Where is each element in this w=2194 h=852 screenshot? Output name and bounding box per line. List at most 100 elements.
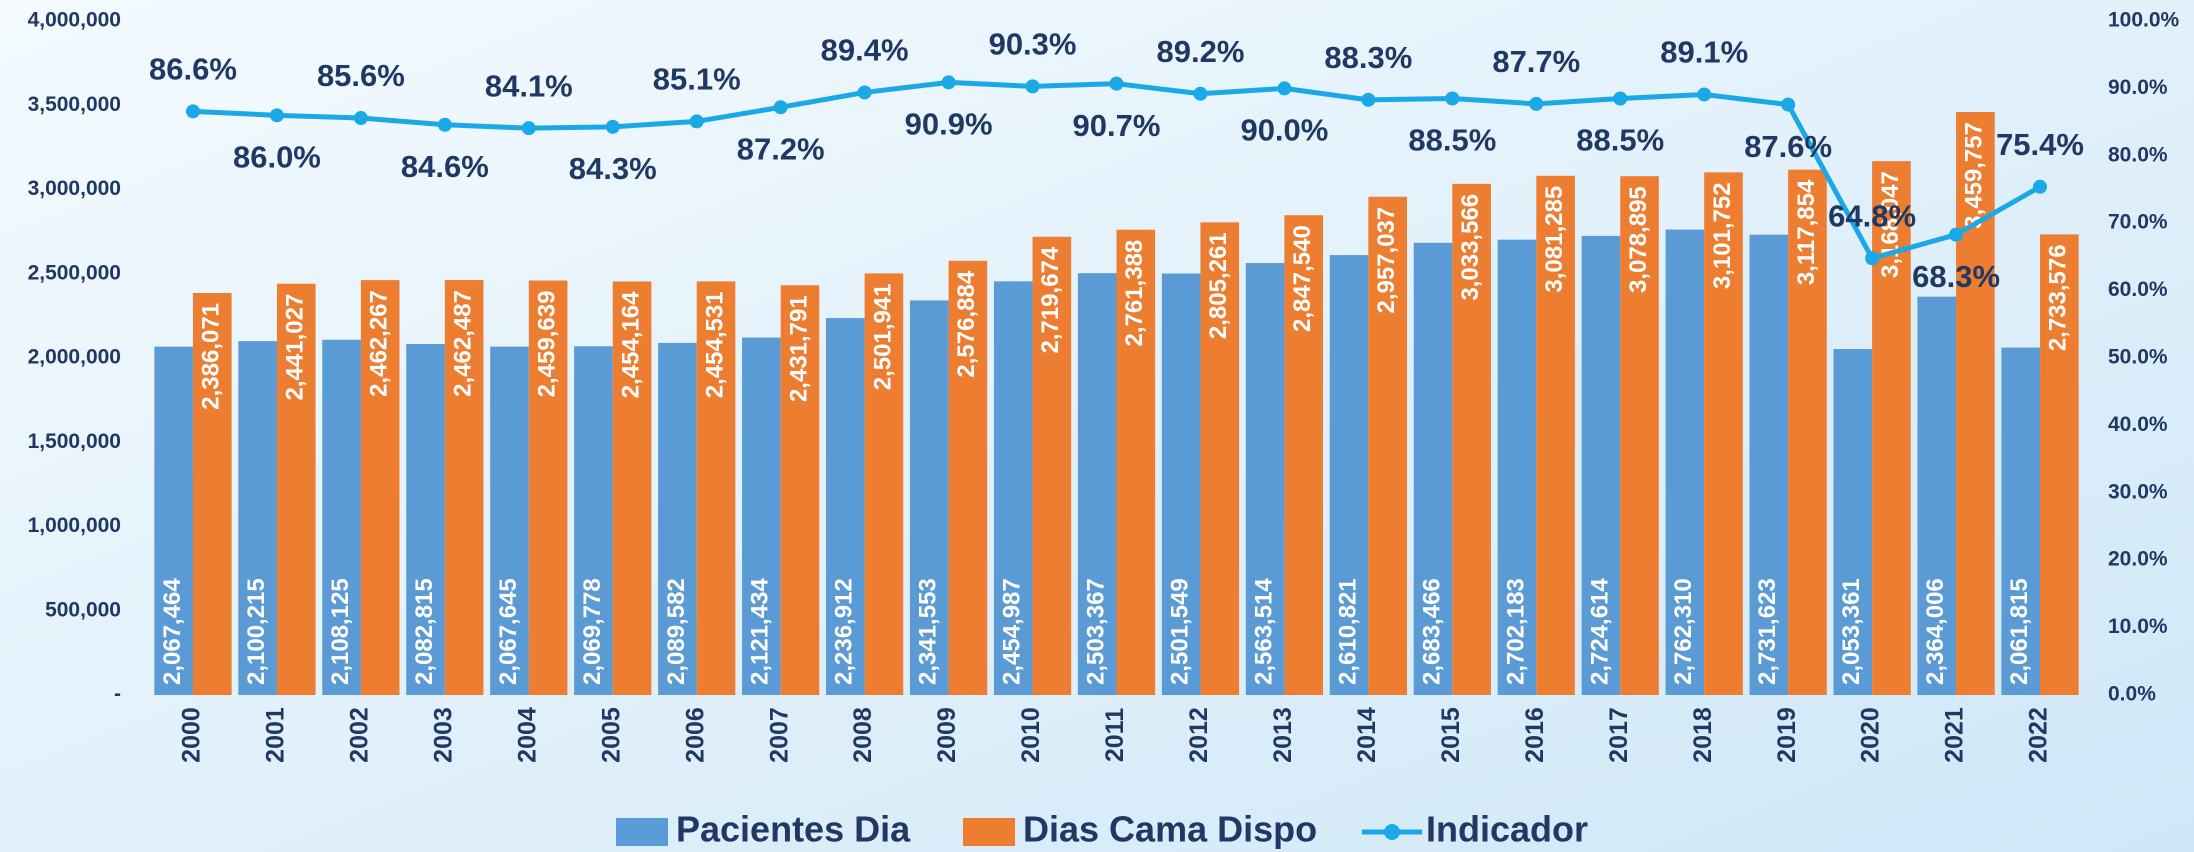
line-value-label: 87.7%	[1492, 44, 1580, 79]
bar-value-label: 2,100,215	[243, 578, 270, 685]
y-tick-label: 1,000,000	[28, 514, 121, 537]
bar-value-label: 3,033,566	[1457, 194, 1484, 301]
bar	[2001, 347, 2041, 695]
bar-value-label: 3,459,757	[1961, 122, 1988, 229]
line-value-label: 90.3%	[989, 27, 1077, 62]
bar	[1452, 183, 1491, 696]
bar-value-label: 2,082,815	[411, 578, 438, 685]
bar-value-label: 2,805,261	[1205, 232, 1232, 339]
legend-label: Pacientes Dia	[676, 809, 911, 850]
line-marker	[1109, 76, 1124, 91]
line-marker	[1781, 97, 1796, 112]
x-tick-label: 2010	[1017, 707, 1045, 763]
x-tick-label: 2006	[681, 707, 709, 763]
x-tick-label: 2014	[1353, 707, 1381, 763]
bar	[742, 337, 781, 695]
x-tick-label: 2008	[849, 707, 877, 763]
y-tick-label: 4,000,000	[28, 9, 121, 32]
y2-tick-label: 30.0%	[2108, 480, 2168, 503]
line-value-label: 84.6%	[401, 149, 489, 184]
line-value-label: 87.2%	[737, 131, 825, 166]
x-tick-label: 2015	[1437, 707, 1465, 763]
bar	[1284, 215, 1324, 695]
legend-swatch	[1384, 824, 1400, 840]
bar-value-label: 2,563,514	[1250, 578, 1277, 685]
line-value-label: 90.9%	[905, 107, 993, 142]
bar	[1161, 273, 1201, 695]
x-tick-label: 2013	[1269, 707, 1297, 763]
bar-value-label: 2,108,125	[327, 578, 354, 685]
bar	[780, 285, 820, 695]
y-tick-label: 500,000	[45, 598, 121, 621]
y2-tick-label: 10.0%	[2108, 615, 2168, 638]
bar-value-label: 2,957,037	[1373, 207, 1400, 314]
bar-value-label: 2,501,549	[1166, 578, 1193, 685]
x-tick-label: 2022	[2025, 707, 2053, 763]
x-tick-label: 2000	[178, 707, 206, 763]
line-marker	[1193, 86, 1208, 101]
bar	[1749, 234, 1789, 695]
line-marker	[1865, 251, 1880, 266]
x-tick-label: 2003	[429, 707, 457, 763]
line-marker	[1361, 92, 1376, 107]
bar	[490, 346, 529, 695]
y2-tick-label: 90.0%	[2108, 76, 2168, 99]
bar-value-label: 2,462,487	[450, 290, 477, 397]
line-value-label: 84.3%	[569, 151, 657, 186]
bar	[2040, 234, 2079, 695]
bar-value-label: 3,101,752	[1709, 182, 1736, 289]
bar-value-label: 2,236,912	[831, 578, 858, 685]
x-tick-label: 2009	[933, 707, 961, 763]
bar-value-label: 2,847,540	[1289, 225, 1316, 332]
bar-value-label: 2,431,791	[785, 295, 812, 402]
line-marker	[1949, 227, 1964, 242]
bar-value-label: 2,702,183	[1502, 578, 1529, 685]
line-value-label: 88.5%	[1576, 123, 1664, 158]
bar-value-label: 2,441,027	[282, 294, 309, 401]
line-marker	[437, 117, 452, 132]
bar	[826, 318, 865, 695]
bar-value-label: 2,503,367	[1083, 578, 1110, 685]
line-value-label: 85.1%	[653, 62, 741, 97]
bar-value-label: 2,724,614	[1586, 578, 1613, 685]
bar-value-label: 2,067,645	[495, 578, 522, 685]
bar	[909, 300, 949, 695]
line-marker	[605, 119, 620, 134]
line-marker	[1277, 81, 1292, 96]
bar	[1116, 229, 1156, 695]
bar	[1368, 196, 1407, 696]
bar	[276, 283, 316, 695]
line-marker	[185, 104, 200, 119]
line-marker	[1613, 91, 1628, 106]
bar	[864, 273, 904, 695]
y2-tick-label: 60.0%	[2108, 278, 2168, 301]
line-value-label: 90.7%	[1073, 108, 1161, 143]
x-tick-label: 2017	[1605, 707, 1633, 763]
x-tick-label: 2016	[1521, 707, 1549, 763]
line-value-label: 87.6%	[1744, 129, 1832, 164]
legend-swatch	[963, 818, 1015, 846]
bar	[406, 344, 445, 695]
x-tick-label: 2001	[262, 707, 290, 763]
line-value-label: 90.0%	[1240, 113, 1328, 148]
bar	[528, 280, 568, 695]
line-value-label: 68.3%	[1912, 259, 2000, 294]
bar	[1704, 172, 1743, 695]
y-tick-label: -	[114, 683, 121, 706]
bar-value-label: 2,454,987	[999, 578, 1026, 685]
bar	[574, 346, 613, 695]
bar	[1245, 263, 1285, 695]
bar-value-label: 2,762,310	[1670, 578, 1697, 685]
bar	[1917, 296, 1957, 695]
x-tick-label: 2021	[1941, 707, 1969, 763]
y2-tick-label: 50.0%	[2108, 346, 2168, 369]
x-tick-label: 2018	[1689, 707, 1717, 763]
y-tick-label: 3,000,000	[28, 177, 121, 200]
bar	[612, 281, 652, 695]
line-marker	[773, 100, 788, 115]
bar	[1788, 169, 1827, 695]
bar-value-label: 2,610,821	[1334, 578, 1361, 685]
x-tick-label: 2011	[1101, 708, 1129, 762]
y2-tick-label: 20.0%	[2108, 548, 2168, 571]
